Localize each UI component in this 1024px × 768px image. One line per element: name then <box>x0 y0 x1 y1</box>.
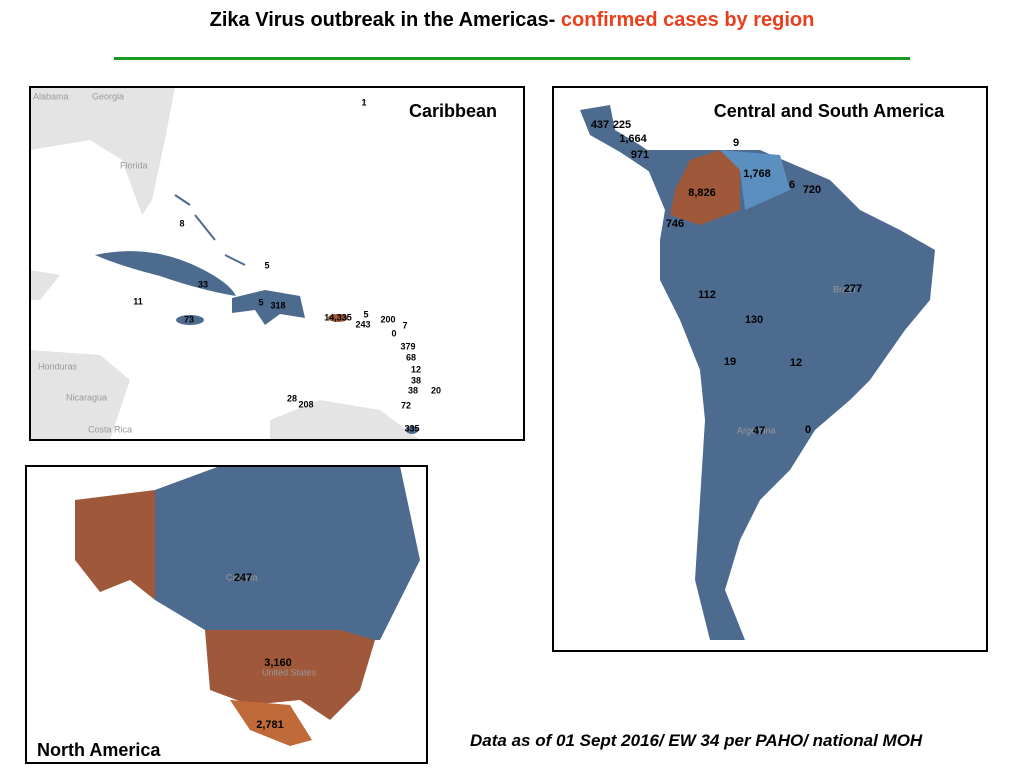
panel-frame <box>29 86 525 441</box>
case-count: 318 <box>270 300 285 310</box>
case-count: 6 <box>789 179 795 191</box>
case-count: 5 <box>264 260 269 270</box>
place-label: Costa Rica <box>88 424 132 434</box>
place-label: Canada <box>226 572 258 582</box>
panel-title: North America <box>37 740 161 760</box>
case-count: 1,664 <box>619 133 647 145</box>
case-count: 8 <box>179 218 184 228</box>
place-label: Honduras <box>38 361 78 371</box>
case-count: 247 <box>234 572 252 584</box>
case-count: 38 <box>411 375 421 385</box>
case-count: 0 <box>391 328 396 338</box>
panel-title: Caribbean <box>409 101 497 121</box>
title-highlight: confirmed cases by region <box>560 9 815 31</box>
case-count: 12 <box>790 357 802 369</box>
footnote: Data as of 01 Sept 2016/ EW 34 per PAHO/… <box>470 731 923 750</box>
case-count: 130 <box>745 314 763 326</box>
case-count: 5 <box>258 297 263 307</box>
case-count: 2,781 <box>256 719 284 731</box>
case-count: 720 <box>803 184 821 196</box>
case-count: 73 <box>184 314 194 324</box>
panel-frame <box>552 86 988 652</box>
panel-title: Central and South America <box>714 101 945 121</box>
case-count: 20 <box>431 385 441 395</box>
case-count: 9 <box>733 137 739 149</box>
place-label: Georgia <box>92 91 124 101</box>
case-count: 19 <box>724 356 736 368</box>
case-count: 379 <box>400 341 415 351</box>
case-count: 28 <box>287 393 297 403</box>
case-count: 72 <box>401 400 411 410</box>
case-count: 225 <box>613 119 631 131</box>
caribbean-map: Alabama Georgia Florida Honduras Nicaragua Co… <box>30 87 524 440</box>
case-count: 335 <box>404 423 419 433</box>
slide-title: Zika Virus outbreak in the Americas- con… <box>162 6 862 34</box>
title-main: Zika Virus outbreak in the Americas- <box>209 9 556 31</box>
place-label: Florida <box>120 160 148 170</box>
case-count: 38 <box>408 385 418 395</box>
case-count: 112 <box>698 289 716 301</box>
case-count: 3,160 <box>264 657 292 669</box>
place-label: Argentina <box>737 425 776 435</box>
title-rule <box>114 57 910 60</box>
case-count: 12 <box>411 364 421 374</box>
case-count: 1 <box>361 97 366 107</box>
case-count: 200 <box>380 314 395 324</box>
case-count: 1,768 <box>743 168 771 180</box>
case-count: 47 <box>753 425 765 437</box>
case-count: 68 <box>406 352 416 362</box>
case-count: 8,826 <box>688 187 716 199</box>
north-america-map: Canada United States 247 3,160 2,781 <box>26 466 427 763</box>
case-count: 437 <box>591 119 609 131</box>
case-count: 277 <box>844 283 862 295</box>
panel-frame <box>25 465 428 764</box>
case-count: 5 <box>363 309 368 319</box>
case-count: 208 <box>298 399 313 409</box>
case-count: 243 <box>355 319 370 329</box>
place-label: Nicaragua <box>66 392 107 402</box>
place-label: Brazil <box>833 284 856 294</box>
south-america-map: Brazil Argentina 437 225 1,664 9 971 1,768 6 720 8… <box>553 87 987 651</box>
case-count: 33 <box>198 279 208 289</box>
case-count: 746 <box>666 218 684 230</box>
place-label: United States <box>262 667 317 677</box>
place-label: Alabama <box>33 91 69 101</box>
case-count: 971 <box>631 149 649 161</box>
case-count: 14,335 <box>324 312 352 322</box>
case-count: 7 <box>402 320 407 330</box>
case-count: 0 <box>805 424 811 436</box>
case-count: 11 <box>133 296 143 306</box>
